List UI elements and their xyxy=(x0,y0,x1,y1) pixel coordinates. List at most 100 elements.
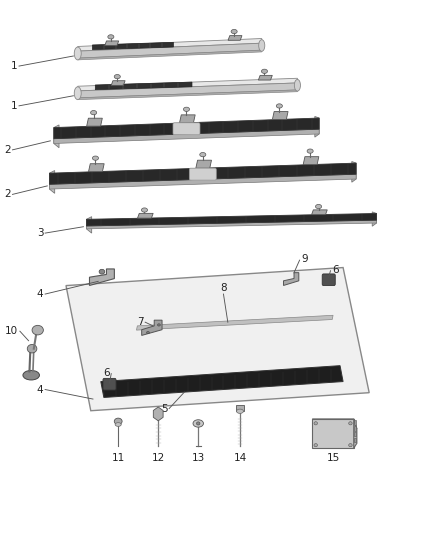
Ellipse shape xyxy=(314,422,318,425)
Polygon shape xyxy=(105,41,119,46)
Text: 15: 15 xyxy=(326,453,340,463)
Polygon shape xyxy=(372,212,377,226)
Ellipse shape xyxy=(184,107,190,111)
Bar xyxy=(354,426,357,431)
Polygon shape xyxy=(283,273,299,286)
Text: 14: 14 xyxy=(233,453,247,463)
Polygon shape xyxy=(137,316,333,330)
Ellipse shape xyxy=(307,149,313,153)
Polygon shape xyxy=(89,269,114,286)
Polygon shape xyxy=(87,118,102,126)
Polygon shape xyxy=(49,163,356,184)
Text: 12: 12 xyxy=(152,453,165,463)
Polygon shape xyxy=(78,50,262,60)
Polygon shape xyxy=(49,171,55,193)
Text: 8: 8 xyxy=(220,283,227,293)
Ellipse shape xyxy=(91,110,97,115)
Text: 10: 10 xyxy=(5,326,18,336)
Polygon shape xyxy=(141,320,162,335)
Ellipse shape xyxy=(99,269,105,274)
Polygon shape xyxy=(86,216,92,233)
Polygon shape xyxy=(272,111,288,119)
Polygon shape xyxy=(354,419,357,448)
Ellipse shape xyxy=(193,419,204,427)
Polygon shape xyxy=(228,36,242,41)
Ellipse shape xyxy=(349,422,352,425)
FancyBboxPatch shape xyxy=(189,168,216,180)
Text: 4: 4 xyxy=(37,384,43,394)
Ellipse shape xyxy=(315,205,321,208)
Ellipse shape xyxy=(231,29,237,34)
Text: 3: 3 xyxy=(37,228,43,238)
Text: 2: 2 xyxy=(4,189,11,199)
Ellipse shape xyxy=(27,344,37,353)
Ellipse shape xyxy=(92,156,99,160)
Ellipse shape xyxy=(197,422,200,425)
FancyBboxPatch shape xyxy=(173,123,200,135)
Ellipse shape xyxy=(259,39,265,51)
Text: 9: 9 xyxy=(301,254,308,264)
Ellipse shape xyxy=(23,370,39,380)
Ellipse shape xyxy=(147,332,149,334)
Polygon shape xyxy=(101,366,343,398)
Polygon shape xyxy=(86,220,377,229)
Polygon shape xyxy=(315,116,319,137)
Text: 6: 6 xyxy=(332,265,339,274)
Polygon shape xyxy=(54,125,59,148)
Polygon shape xyxy=(92,42,173,50)
Polygon shape xyxy=(138,213,153,218)
FancyBboxPatch shape xyxy=(322,274,335,286)
Bar xyxy=(354,421,357,425)
Ellipse shape xyxy=(200,152,206,157)
Text: 1: 1 xyxy=(11,61,17,71)
Ellipse shape xyxy=(108,35,114,39)
Polygon shape xyxy=(66,268,369,411)
Text: 4: 4 xyxy=(37,289,43,299)
Polygon shape xyxy=(88,164,104,172)
Ellipse shape xyxy=(261,69,268,74)
Ellipse shape xyxy=(115,423,121,426)
Ellipse shape xyxy=(32,325,43,335)
Polygon shape xyxy=(86,214,377,226)
Polygon shape xyxy=(54,118,319,139)
FancyBboxPatch shape xyxy=(103,378,116,390)
Polygon shape xyxy=(180,115,195,123)
Polygon shape xyxy=(258,75,272,80)
Text: 13: 13 xyxy=(191,453,205,463)
Ellipse shape xyxy=(294,79,300,91)
Polygon shape xyxy=(312,419,354,448)
Polygon shape xyxy=(78,38,262,51)
Text: 11: 11 xyxy=(112,453,125,463)
Text: 1: 1 xyxy=(11,101,17,111)
Polygon shape xyxy=(352,161,356,182)
Bar xyxy=(354,438,357,442)
Ellipse shape xyxy=(349,443,352,447)
Polygon shape xyxy=(78,78,297,91)
Ellipse shape xyxy=(237,409,244,414)
Text: 7: 7 xyxy=(137,317,143,327)
Ellipse shape xyxy=(141,208,148,212)
Polygon shape xyxy=(196,160,212,168)
Polygon shape xyxy=(312,419,357,429)
Polygon shape xyxy=(311,210,327,215)
Text: 6: 6 xyxy=(103,368,110,377)
Polygon shape xyxy=(78,90,297,100)
Polygon shape xyxy=(95,82,192,90)
Polygon shape xyxy=(78,83,297,98)
Ellipse shape xyxy=(74,47,81,60)
Polygon shape xyxy=(54,129,319,143)
Text: 2: 2 xyxy=(4,145,11,155)
Ellipse shape xyxy=(114,418,122,424)
Ellipse shape xyxy=(74,87,81,100)
Polygon shape xyxy=(78,43,262,58)
Polygon shape xyxy=(49,174,356,189)
Polygon shape xyxy=(303,157,319,165)
Polygon shape xyxy=(111,80,125,85)
Ellipse shape xyxy=(158,324,160,326)
Ellipse shape xyxy=(314,443,318,447)
Ellipse shape xyxy=(276,104,283,108)
Bar xyxy=(354,432,357,437)
Bar xyxy=(236,405,244,411)
Ellipse shape xyxy=(114,75,120,79)
Text: 5: 5 xyxy=(161,403,167,414)
